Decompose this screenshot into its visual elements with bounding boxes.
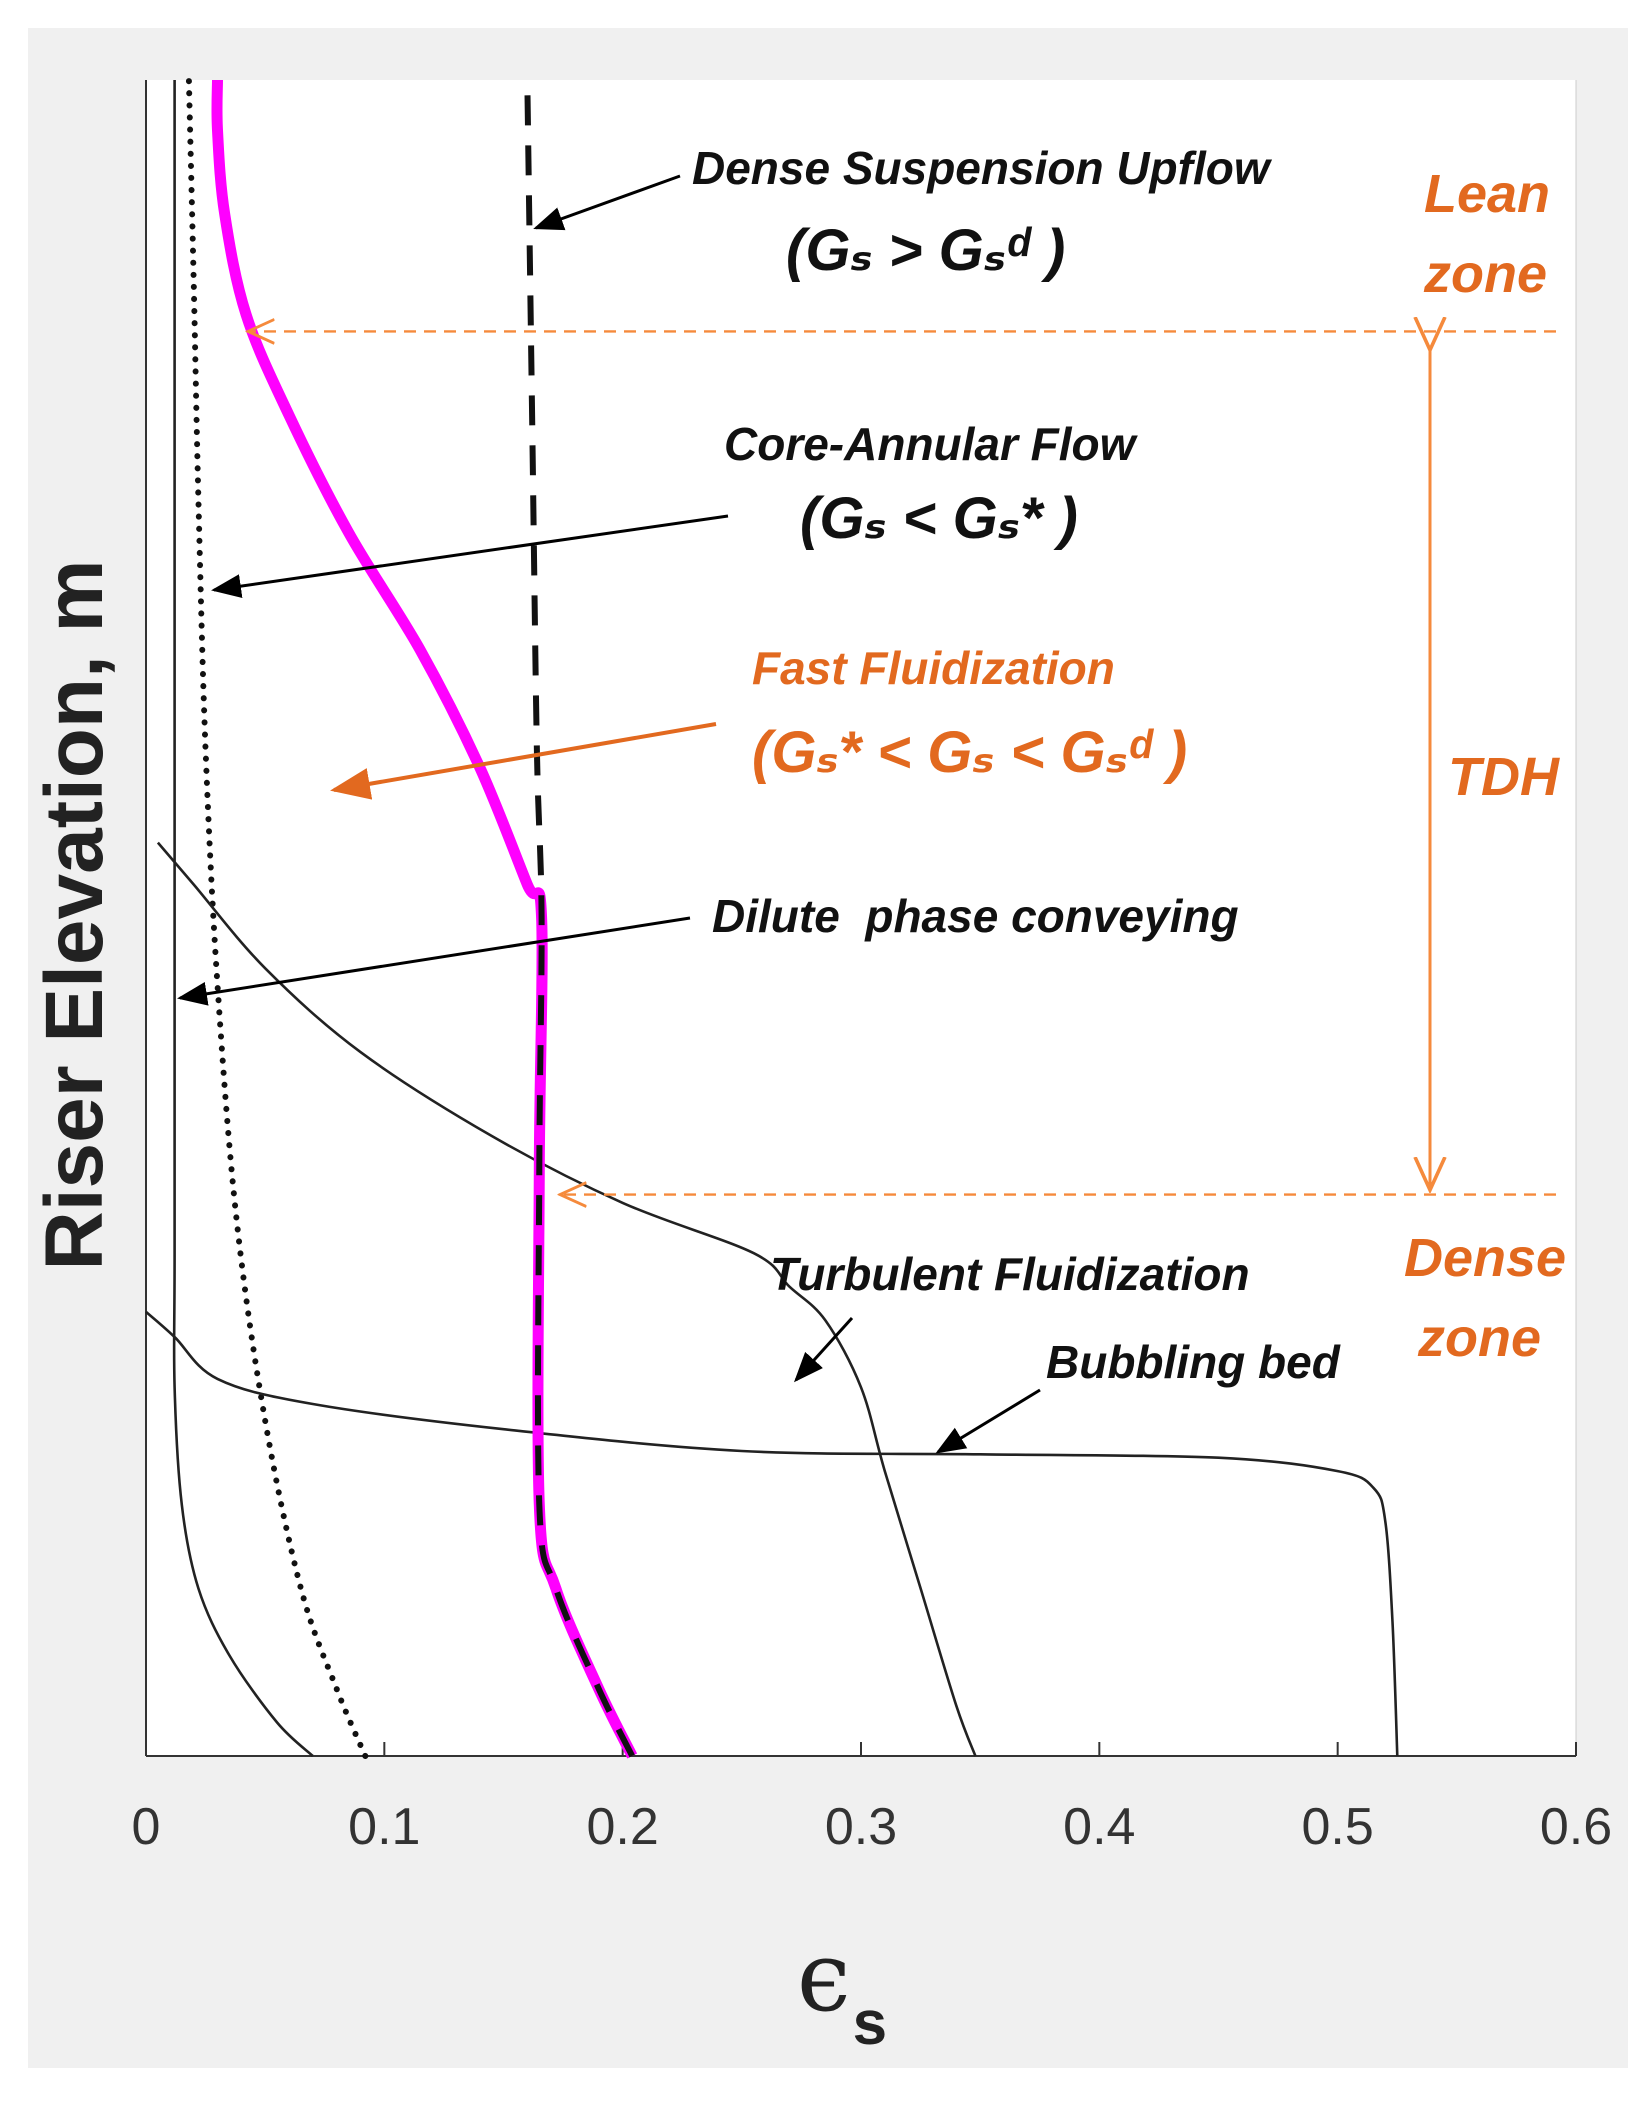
core-annular-arrow: [211, 514, 729, 599]
dense-suspension-title: Dense Suspension Upflow: [692, 142, 1273, 194]
dense-suspension-formula: (Gₛ > Gₛᵈ ): [786, 218, 1065, 283]
series-line-core-annular-flow: [185, 77, 369, 1759]
tdh-label: TDH: [1448, 747, 1560, 807]
turbulent-title: Turbulent Fluidization: [770, 1248, 1250, 1300]
dilute-arrow: [177, 916, 691, 1006]
reference-lines: [248, 331, 1556, 1194]
y-axis-label: Riser Elevation, m: [29, 560, 120, 1271]
series-line-bubbling-bed: [145, 1310, 1399, 1757]
turbulent-arrow: [793, 1316, 854, 1383]
x-tick-label: 0.2: [587, 1798, 659, 1856]
series-line-turbulent-fluidization: [156, 841, 977, 1757]
fast-fluidization-formula: (Gₛ* < Gₛ < Gₛᵈ ): [752, 720, 1187, 785]
lean-zone-label-2: zone: [1423, 244, 1547, 304]
plot-area: [146, 80, 1576, 1756]
fast-fluidization-title: Fast Fluidization: [752, 642, 1115, 694]
series-line-dense-suspension-upflow: [524, 79, 635, 1758]
x-tick-label: 0.4: [1063, 1798, 1135, 1856]
x-tick-label: 0.3: [825, 1798, 897, 1856]
x-ticks: 0 0.1 0.2 0.3 0.4 0.5 0.6: [132, 1742, 1612, 1856]
x-axis-label: ϵs: [797, 1921, 887, 2058]
dilute-title: Dilute phase conveying: [712, 890, 1239, 942]
series-layer: [145, 77, 1399, 1759]
x-tick-label: 0.6: [1540, 1798, 1612, 1856]
core-annular-formula: (Gₛ < Gₛ* ): [800, 486, 1078, 551]
fast-fluidization-arrow: [330, 722, 717, 800]
dense-zone-label-1: Dense: [1404, 1228, 1566, 1288]
dense-suspension-arrow: [533, 174, 681, 231]
x-tick-label: 0: [132, 1798, 161, 1856]
x-axis-symbol: ϵ: [797, 1921, 851, 2033]
x-tick-label: 0.5: [1302, 1798, 1374, 1856]
bubbling-arrow: [935, 1388, 1041, 1454]
x-tick-label: 0.1: [348, 1798, 420, 1856]
dense-zone-label-2: zone: [1417, 1308, 1541, 1368]
bubbling-title: Bubbling bed: [1046, 1336, 1341, 1388]
core-annular-title: Core-Annular Flow: [724, 418, 1139, 470]
x-axis-subscript: s: [853, 1989, 887, 2058]
series-line-dilute-phase-conveying: [172, 80, 314, 1757]
lean-zone-label-1: Lean: [1424, 164, 1550, 224]
